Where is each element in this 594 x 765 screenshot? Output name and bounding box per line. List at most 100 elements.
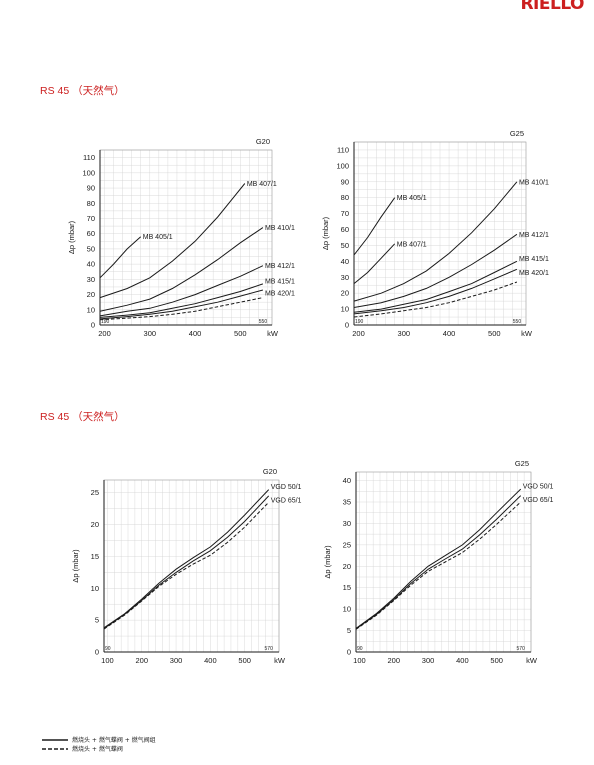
chart-title: G20: [263, 467, 277, 476]
y-tick-label: 40: [87, 260, 95, 269]
series-label-mb-420-1: MB 420/1: [519, 270, 549, 277]
x-tick-label: 400: [443, 329, 456, 338]
series-line-mb-410-1: [99, 227, 264, 312]
y-tick-label: 60: [87, 229, 95, 238]
series-label-mb-415-1: MB 415/1: [519, 256, 549, 263]
legend-swatch-solid: [42, 738, 68, 741]
y-tick-label: 5: [347, 626, 351, 635]
x-axis-label: kW: [526, 656, 538, 665]
series-label-mb-420-1: MB 420/1: [265, 291, 295, 298]
grid: [100, 149, 272, 326]
y-axis-label: Δp (mbar): [67, 220, 76, 254]
x-tick-label: 100: [101, 656, 114, 665]
grid: [356, 472, 532, 653]
y-tick-label: 0: [95, 648, 99, 657]
section-title-bottom: RS 45 （天然气）: [40, 411, 125, 423]
x-tick-label: 500: [238, 656, 251, 665]
series-label-mb-410-1: MB 410/1: [519, 179, 549, 186]
y-axis-label: Δp (mbar): [323, 545, 332, 579]
series-label-mb-407-1: MB 407/1: [247, 181, 277, 188]
y-tick-label: 80: [341, 193, 349, 202]
x-tick-label: 200: [135, 656, 148, 665]
series-line-reference: [103, 501, 270, 630]
x-tick-label: 400: [189, 329, 202, 338]
x-tick-label: 200: [98, 329, 111, 338]
series-line-vgd-50-1: [355, 488, 522, 629]
series-label-vgd-65-1: VGD 65/1: [523, 497, 554, 504]
section-title-top: RS 45 （天然气）: [40, 85, 125, 97]
x-tick-label: 500: [234, 329, 247, 338]
series-label-mb-407-1: MB 407/1: [397, 241, 427, 248]
y-axis-label: Δp (mbar): [71, 549, 80, 583]
y-tick-label: 20: [341, 289, 349, 298]
range-mark-max: 550: [259, 319, 268, 325]
y-tick-label: 5: [95, 616, 99, 625]
grid: [104, 480, 280, 653]
series-line-reference: [99, 297, 263, 321]
series-label-mb-410-1: MB 410/1: [265, 225, 295, 232]
y-tick-label: 100: [336, 161, 349, 170]
series-line-mb-410-1: [353, 181, 518, 302]
legend: 燃烧头 + 燃气蝶阀 + 燃气阀组 燃烧头 + 燃气蝶阀: [42, 735, 156, 753]
x-axis-label: kW: [521, 329, 533, 338]
plot-frame: [355, 471, 532, 653]
range-mark-min: 90: [105, 646, 111, 652]
x-tick-label: 400: [204, 656, 217, 665]
series-label-mb-405-1: MB 405/1: [143, 234, 173, 241]
y-tick-label: 100: [82, 168, 95, 177]
x-tick-label: 300: [144, 329, 157, 338]
series-line-mb-420-1: [99, 289, 264, 320]
y-tick-label: 15: [91, 552, 99, 561]
series-label-mb-405-1: MB 405/1: [397, 195, 427, 202]
y-tick-label: 20: [91, 520, 99, 529]
legend-label-dashed: 燃烧头 + 燃气蝶阀: [72, 746, 123, 753]
legend-label-solid: 燃烧头 + 燃气蝶阀 + 燃气阀组: [72, 737, 156, 744]
y-tick-label: 50: [87, 244, 95, 253]
x-tick-label: 500: [490, 656, 503, 665]
chart-title: G25: [510, 129, 524, 138]
grid: [354, 141, 526, 326]
series-line-mb-405-1: [353, 197, 396, 256]
y-tick-label: 30: [87, 275, 95, 284]
series-line-mb-405-1: [99, 236, 142, 279]
series-line-vgd-65-1: [355, 495, 522, 630]
series-line-vgd-50-1: [103, 489, 270, 629]
x-tick-label: 200: [352, 329, 365, 338]
y-tick-label: 25: [91, 488, 99, 497]
brand-logo: RIELLO: [520, 0, 584, 14]
chart-title: G25: [515, 459, 529, 468]
y-axis-label: Δp (mbar): [321, 216, 330, 250]
y-tick-label: 10: [87, 305, 95, 314]
legend-item-dashed: 燃烧头 + 燃气蝶阀: [42, 744, 156, 753]
y-tick-label: 10: [341, 305, 349, 314]
chart-g20-mb: 0 10 20 30 40 50 60 70 80 90 100 110 200 300 400 500 kW Δ…: [67, 137, 295, 338]
series-label-vgd-65-1: VGD 65/1: [271, 497, 302, 504]
chart-g25-mb: 0 10 20 30 40 50 60 70 80 90 100 110 200 300 400 500 kW Δ…: [321, 129, 549, 338]
series-line-mb-412-1: [353, 233, 518, 308]
y-tick-label: 10: [343, 605, 351, 614]
x-tick-label: 400: [456, 656, 469, 665]
legend-swatch-dashed: [42, 747, 68, 750]
series-label-mb-415-1: MB 415/1: [265, 278, 295, 285]
y-tick-label: 50: [341, 241, 349, 250]
range-mark-max: 550: [513, 319, 522, 325]
y-tick-label: 25: [343, 540, 351, 549]
y-tick-label: 20: [87, 290, 95, 299]
y-tick-label: 10: [91, 584, 99, 593]
series-line-mb-407-1: [99, 183, 246, 299]
series-line-mb-415-1: [99, 283, 264, 318]
x-tick-label: 500: [488, 329, 501, 338]
series-line-reference: [353, 281, 518, 318]
chart-g20-vgd: 0 5 10 15 20 25 100 200 300 400 500 kW Δp (mbar) G20 9…: [71, 467, 302, 665]
y-tick-label: 90: [341, 177, 349, 186]
y-tick-label: 80: [87, 199, 95, 208]
range-mark-min: 90: [357, 646, 363, 652]
y-tick-label: 20: [343, 562, 351, 571]
x-tick-label: 300: [422, 656, 435, 665]
x-tick-label: 200: [387, 656, 400, 665]
y-tick-label: 15: [343, 583, 351, 592]
y-tick-label: 35: [343, 498, 351, 507]
series-label-vgd-50-1: VGD 50/1: [523, 484, 554, 491]
y-tick-label: 110: [337, 145, 349, 154]
series-label-mb-412-1: MB 412/1: [265, 263, 295, 270]
